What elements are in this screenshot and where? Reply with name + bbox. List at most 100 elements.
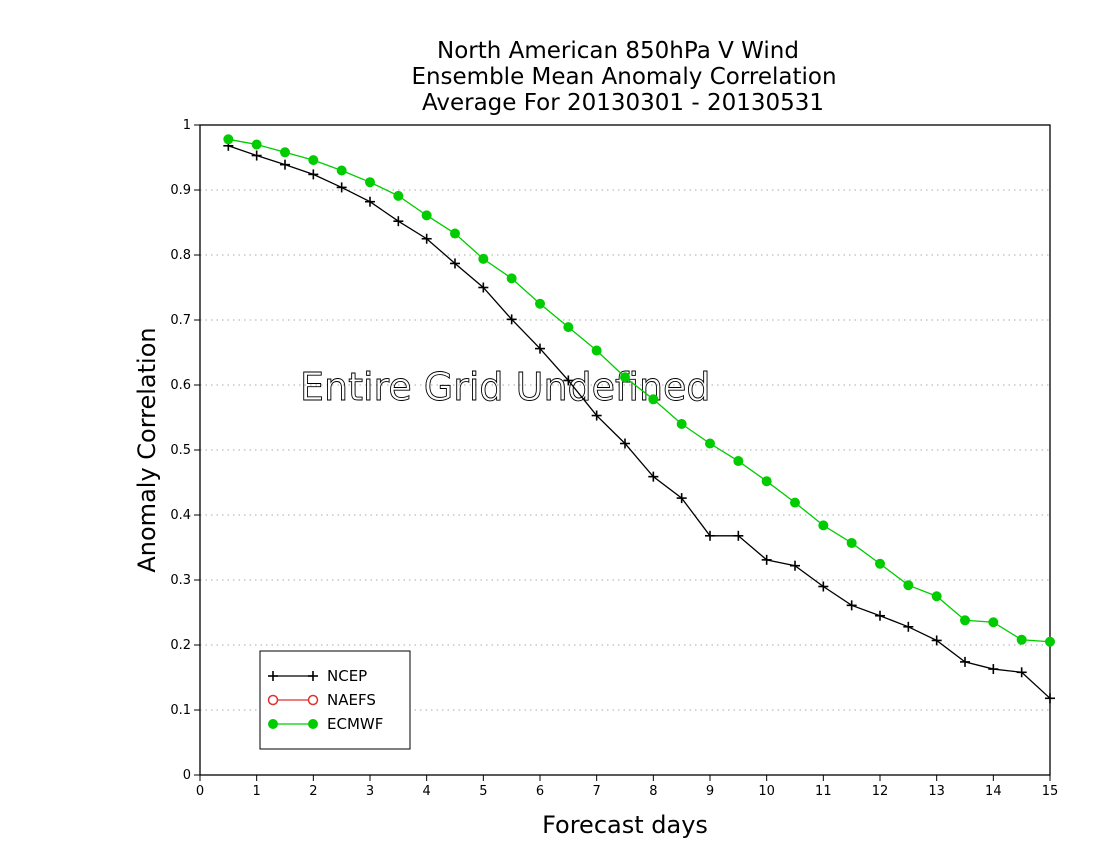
y-tick-label: 0 — [183, 768, 191, 783]
x-tick-label: 8 — [649, 784, 657, 799]
data-point-ecmwf — [563, 322, 574, 333]
y-tick-label: 0.7 — [170, 313, 191, 328]
y-tick-label: 0.4 — [170, 508, 191, 523]
data-point-ncep — [705, 530, 715, 541]
legend-label-naefs: NAEFS — [327, 691, 376, 709]
data-point-ecmwf — [988, 617, 999, 628]
data-point-ncep — [903, 621, 914, 632]
legend-label-ecmwf: ECMWF — [327, 715, 383, 733]
x-tick-label: 7 — [593, 784, 601, 799]
data-point-ncep — [365, 196, 375, 207]
data-point-ncep — [761, 554, 772, 565]
data-point-ncep — [988, 664, 999, 675]
x-tick-label: 11 — [815, 784, 832, 799]
data-point-ncep — [421, 233, 432, 244]
data-point-ecmwf — [450, 228, 460, 239]
data-point-ecmwf — [535, 298, 545, 309]
title-line-2: Ensemble Mean Anomaly Correlation — [411, 64, 836, 90]
data-point-ecmwf — [1045, 636, 1055, 647]
legend-marker-start — [268, 719, 278, 729]
data-point-ecmwf — [705, 438, 715, 449]
y-axis-label: Anomaly Correlation — [133, 327, 161, 572]
x-tick-label: 3 — [366, 784, 374, 799]
legend-item-ncep: NCEP — [268, 667, 367, 685]
data-point-ncep — [591, 410, 602, 421]
undefined-grid-annotation: Entire Grid Undefined — [300, 365, 711, 409]
data-point-ecmwf — [875, 558, 885, 569]
data-point-ncep — [280, 159, 290, 170]
x-axis-label: Forecast days — [542, 811, 708, 839]
data-point-ecmwf — [591, 345, 602, 356]
data-point-ncep — [676, 493, 687, 504]
gridlines — [200, 189, 1050, 711]
data-point-ncep — [506, 314, 517, 325]
data-point-ecmwf — [506, 273, 517, 284]
plot-frame — [199, 124, 1051, 776]
data-point-ecmwf — [365, 177, 375, 188]
x-tick-label: 0 — [196, 784, 204, 799]
legend-marker-start — [268, 671, 278, 681]
data-point-ncep — [931, 635, 942, 646]
y-tick-label: 0.5 — [170, 443, 191, 458]
x-tick-label: 9 — [706, 784, 714, 799]
x-tick-label: 4 — [423, 784, 431, 799]
data-point-ecmwf — [733, 456, 744, 467]
data-point-ecmwf — [903, 580, 914, 591]
title-line-1: North American 850hPa V Wind — [437, 38, 799, 64]
data-point-ecmwf — [1016, 634, 1027, 645]
data-point-ecmwf — [393, 190, 404, 201]
legend: NCEP NAEFS ECMWF — [259, 650, 411, 750]
data-point-ecmwf — [960, 615, 970, 626]
y-tick-label: 0.8 — [170, 248, 191, 263]
legend-marker-start — [267, 694, 279, 706]
legend-marker-end — [308, 671, 318, 681]
x-tick-label: 5 — [479, 784, 487, 799]
x-tick-label: 10 — [758, 784, 775, 799]
data-point-ecmwf — [336, 165, 347, 176]
legend-label-ncep: NCEP — [327, 667, 367, 685]
x-tick-label: 13 — [928, 784, 945, 799]
x-tick-label: 1 — [253, 784, 261, 799]
series-line-ncep — [228, 145, 1051, 699]
x-tick-label: 15 — [1042, 784, 1059, 799]
chart-title: North American 850hPa V Wind Ensemble Me… — [411, 38, 836, 116]
data-point-ncep — [733, 530, 744, 541]
data-point-ecmwf — [308, 155, 319, 166]
data-point-ecmwf — [846, 537, 857, 548]
data-point-ecmwf — [421, 210, 432, 221]
y-axis-ticks: 0 0.1 0.2 0.3 0.4 0.5 0.6 0.7 0.8 0.9 1 — [170, 118, 200, 783]
data-point-ncep — [875, 610, 885, 621]
data-point-ncep — [1016, 667, 1027, 678]
data-point-ncep — [563, 375, 574, 386]
data-point-ncep — [790, 560, 800, 571]
data-point-ecmwf — [280, 147, 290, 158]
data-point-ecmwf — [790, 497, 800, 508]
x-tick-label: 14 — [985, 784, 1002, 799]
y-tick-label: 0.9 — [170, 183, 191, 198]
data-point-ecmwf — [676, 419, 687, 429]
y-tick-label: 0.3 — [170, 573, 191, 588]
y-tick-label: 1 — [183, 118, 191, 133]
data-point-ncep — [960, 656, 970, 667]
data-point-ncep — [648, 471, 659, 482]
x-tick-label: 12 — [872, 784, 889, 799]
legend-marker-end — [307, 694, 319, 706]
x-tick-label: 2 — [309, 784, 317, 799]
data-point-ncep — [450, 258, 460, 269]
data-point-ecmwf — [648, 394, 659, 405]
data-point-ncep — [1045, 693, 1055, 704]
x-axis-ticks: 0 1 2 3 4 5 6 7 8 9 10 11 12 13 14 15 — [196, 775, 1058, 799]
data-point-ecmwf — [818, 520, 829, 531]
data-point-ecmwf — [761, 476, 772, 487]
data-point-ncep — [251, 150, 262, 161]
series-ecmwf — [223, 134, 1055, 647]
legend-item-naefs: NAEFS — [267, 691, 376, 709]
data-point-ecmwf — [478, 253, 489, 264]
data-point-ecmwf — [251, 139, 262, 150]
data-point-ncep — [478, 282, 489, 293]
y-tick-label: 0.6 — [170, 378, 191, 393]
data-point-ncep — [846, 600, 857, 611]
data-point-ncep — [393, 216, 404, 227]
legend-marker-end — [308, 719, 318, 729]
data-point-ncep — [308, 169, 319, 180]
